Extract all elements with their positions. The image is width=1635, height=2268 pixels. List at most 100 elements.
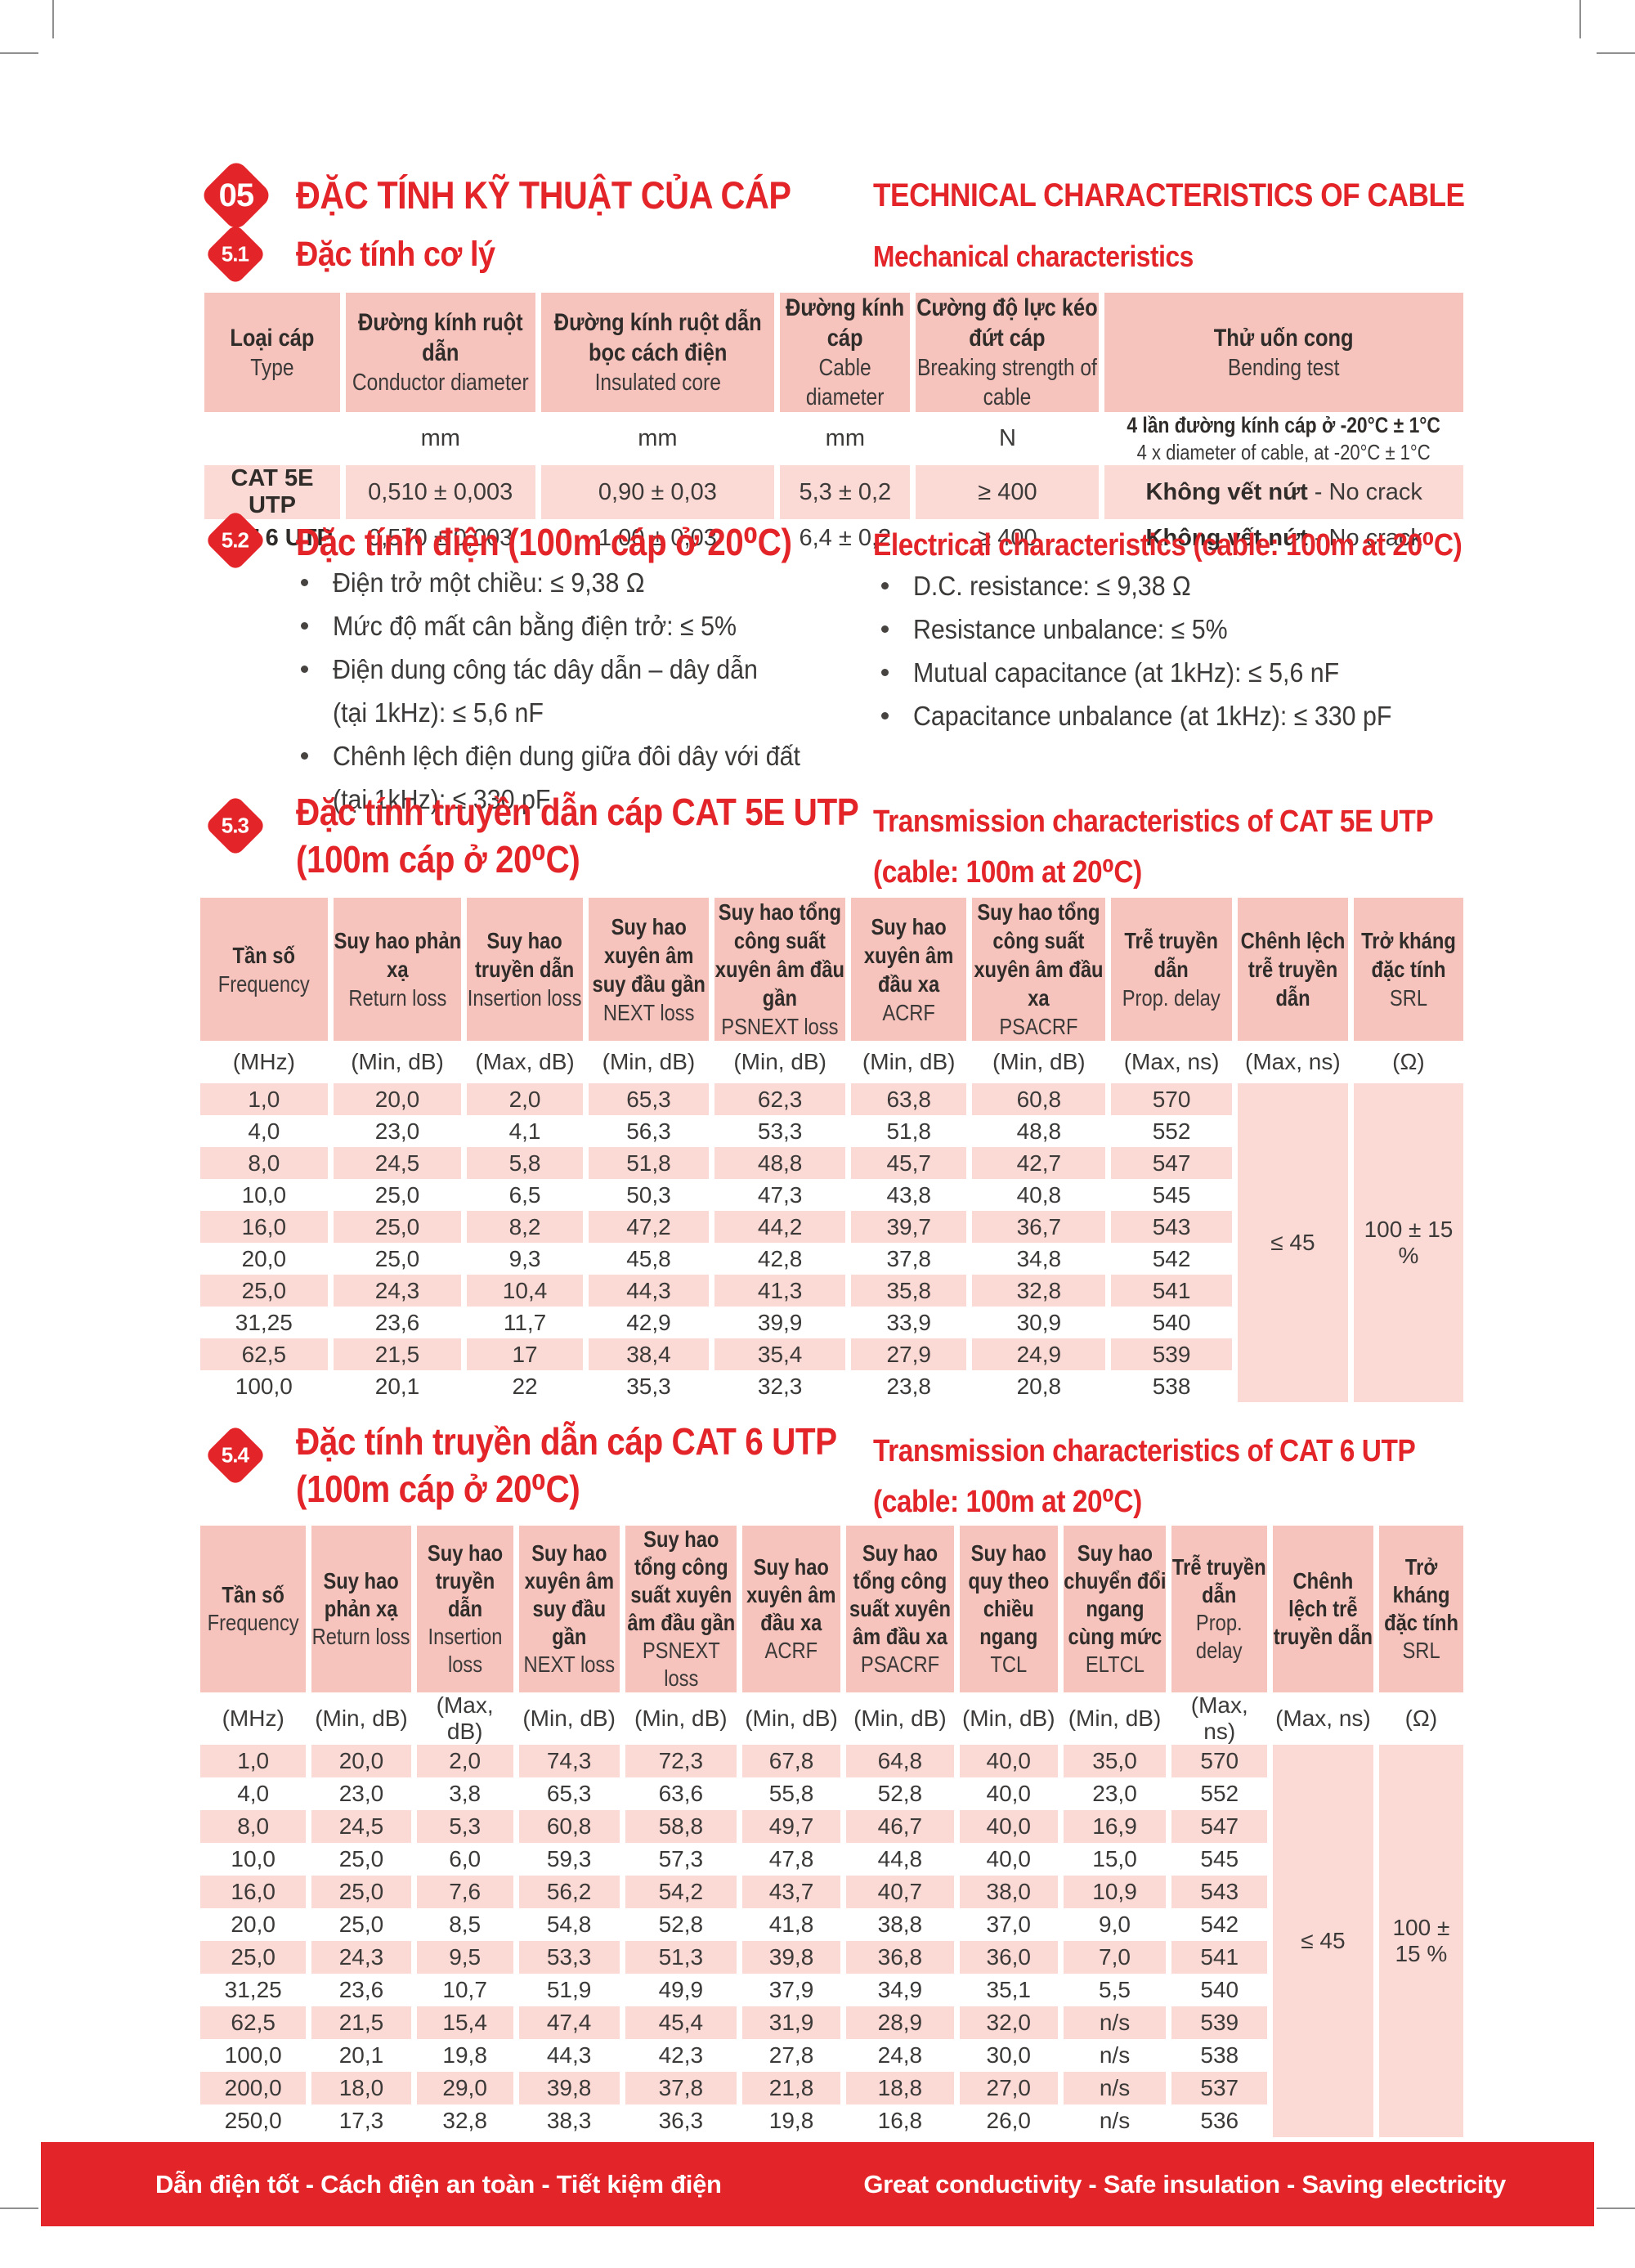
data-row: 1,0 20,0 2,0 65,3 62,3 63,8 60,8 570 ≤ 45 100 ± 1… [200, 1083, 1463, 1402]
column-header-text: Chênh lệch trễ truyền dẫn [1273, 1567, 1373, 1651]
unit-cell: (Max, ns) [1267, 1692, 1377, 1745]
bullet-line: Mức độ mất cân bằng điện trở: ≤ 5% [333, 611, 737, 641]
data-cell: 20,0 [231, 1912, 275, 1937]
column-header-vi: Suy hao truyền dẫn [427, 1540, 503, 1621]
footer-slogan-bar: Dẫn điện tốt - Cách điện an toàn - Tiết … [41, 2142, 1594, 2226]
column-header-en: Cable diameter [806, 355, 885, 410]
bending-result-vi: Không vết nứt [1145, 478, 1308, 505]
column-header-text: Suy hao tổng công suất xuyên âm đầu gần P… [625, 1526, 737, 1692]
data-cell: 3,8 [410, 1777, 517, 1810]
unit-cell: (Min, dB) [582, 1041, 712, 1083]
crop-mark-top-left-v [52, 0, 54, 38]
data-cell: 50,3 [582, 1179, 712, 1211]
data-cell: 36,7 [966, 1211, 1109, 1243]
column-header-en: Return loss [311, 1624, 410, 1649]
table-body: 1,0 20,0 2,0 65,3 62,3 63,8 60,8 570 ≤ 45 100 ± 1… [200, 1083, 1463, 1402]
data-row: 31,25 23,6 10,7 51,9 49,9 37,9 34,9 35,1 5,5 540 [200, 1974, 1463, 2006]
data-cell: 15,0 [1057, 1843, 1169, 1876]
data-cell: 10,0 [241, 1181, 287, 1208]
column-header-vi: Thử uốn cong [1214, 324, 1355, 352]
column-header: Đường kính cáp Cable diameter [774, 293, 913, 412]
data-cell: 27,0 [953, 2072, 1061, 2104]
data-cell: 38,0 [953, 1876, 1061, 1908]
unit-cell: (Max, dB) [410, 1692, 517, 1745]
data-cell: 1,0 [200, 1083, 331, 1115]
column-header-en: Bending test [1228, 354, 1340, 381]
column-header-vi: Tần số [222, 1582, 284, 1607]
data-cell: 48,8 [966, 1115, 1109, 1147]
column-header-text: Suy hao xuyên âm đầu xa ACRF [851, 912, 966, 1027]
data-cell: 54,8 [513, 1908, 622, 1941]
data-row: 100,0 20,1 22 35,3 32,3 23,8 20,8 538 [200, 1370, 1463, 1402]
column-header-vi: Suy hao chuyển đổi ngang cùng mức [1063, 1540, 1167, 1649]
column-header-en: TCL [990, 1652, 1028, 1677]
data-cell: 4,1 [461, 1115, 586, 1147]
data-row: 4,0 23,0 4,1 56,3 53,3 51,8 48,8 552 [200, 1115, 1463, 1147]
data-cell: 10,7 [410, 1974, 517, 2006]
bullet-line: (tại 1kHz): ≤ 330 pF [333, 784, 551, 814]
page-title-vi: ĐẶC TÍNH KỸ THUẬT CỦA CÁP [296, 173, 791, 217]
data-cell: 541 [1166, 1941, 1270, 1974]
cat6-table: Tần số Frequency Suy hao phản xạ Return los… [200, 1526, 1463, 2137]
column-header-en: Insulated core [594, 370, 721, 396]
data-cell: 45,7 [845, 1147, 970, 1179]
data-row: 20,0 25,0 9,3 45,8 42,8 37,8 34,8 542 [200, 1243, 1463, 1275]
data-cell: 74,3 [513, 1745, 622, 1777]
column-header-text: Trễ truyền dẫn Prop. delay [1111, 926, 1231, 1012]
data-row: 62,5 21,5 17 38,4 35,4 27,9 24,9 539 [200, 1338, 1463, 1370]
bending-result-cell: Không vết nứt - No crack [1099, 519, 1463, 557]
bullet-text: Mutual capacitance (at 1kHz): ≤ 5,6 nF [913, 651, 1339, 694]
column-header-vi: Suy hao phản xạ [323, 1568, 400, 1621]
data-cell: 6,4 ± 0,2 [774, 519, 913, 557]
unit-cell: (Min, dB) [709, 1041, 849, 1083]
bullet-dot-icon [301, 622, 308, 630]
data-cell: 35,8 [845, 1275, 970, 1307]
column-header-text: Trở kháng đặc tính SRL [1379, 1553, 1463, 1665]
data-cell: 65,3 [582, 1083, 712, 1115]
section-5-3-title-en-line2: (cable: 100m at 20⁰C) [873, 855, 1142, 890]
column-header-en: PSACRF [860, 1652, 939, 1677]
section-5-3-title-vi-line1: Đặc tính truyền dẫn cáp CAT 5E UTP [296, 791, 859, 833]
bullet-dot-icon [881, 582, 889, 589]
data-cell: 547 [1166, 1810, 1270, 1843]
column-header-en: ACRF [764, 1638, 818, 1663]
data-cell: 34,8 [966, 1243, 1109, 1275]
column-header-en: Frequency [217, 970, 310, 997]
column-header-vi: Trở kháng đặc tính [1361, 928, 1456, 982]
units-row: (MHz) (Min, dB) (Max, dB) (Min, dB) (Min, dB… [200, 1692, 1463, 1745]
data-row: 250,0 17,3 32,8 38,3 36,3 19,8 16,8 26,0 n/s 536 [200, 2104, 1463, 2137]
column-header: Trở kháng đặc tính SRL [1373, 1526, 1463, 1692]
data-cell: 250,0 [224, 2108, 282, 2133]
data-cell: 16,0 [200, 1211, 331, 1243]
data-cell: 49,7 [737, 1810, 844, 1843]
data-cell: 30,9 [966, 1307, 1109, 1338]
column-header: Trễ truyền dẫn Prop. delay [1105, 898, 1235, 1041]
data-cell: 11,7 [461, 1307, 586, 1338]
column-header-vi: Chênh lệch trễ truyền dẫn [1273, 1568, 1373, 1649]
data-cell: 25,0 [306, 1876, 414, 1908]
page-title-en: TECHNICAL CHARACTERISTICS OF CABLE [873, 177, 1465, 213]
column-header-vi: Trễ truyền dẫn [1172, 1554, 1267, 1607]
bullet-item: Chênh lệch điện dung giữa đôi dây với đấ… [301, 734, 889, 821]
data-cell: 37,8 [845, 1243, 970, 1275]
data-cell: 23,6 [327, 1307, 464, 1338]
data-cell: 40,0 [953, 1843, 1061, 1876]
data-row: 10,0 25,0 6,0 59,3 57,3 47,8 44,8 40,0 15,0 545 [200, 1843, 1463, 1876]
data-cell: 43,8 [845, 1179, 970, 1211]
data-row: 8,0 24,5 5,8 51,8 48,8 45,7 42,7 547 [200, 1147, 1463, 1179]
column-header-text: Tần số Frequency [200, 941, 328, 998]
bullet-text: Điện dung công tác dây dẫn – dây dẫn (tại… [333, 648, 758, 734]
data-cell: 545 [1166, 1843, 1270, 1876]
data-cell: 58,8 [619, 1810, 740, 1843]
data-cell: 26,0 [953, 2104, 1061, 2137]
bullet-dot-icon [301, 666, 308, 673]
data-cell: 8,0 [200, 1147, 331, 1179]
unit-cell: mm [339, 412, 539, 465]
column-header-text: Loại cáp Type [204, 323, 340, 383]
data-cell: 0,510 ± 0,003 [339, 465, 539, 519]
data-cell: 9,5 [410, 1941, 517, 1974]
data-cell: 1,0 [200, 1745, 309, 1777]
table-body: 1,0 20,0 2,0 74,3 72,3 67,8 64,8 40,0 35,0 570 ≤ 4… [200, 1745, 1463, 2137]
data-cell: n/s [1057, 2039, 1169, 2072]
section-5-4-title-en: Transmission characteristics of CAT 6 UT… [873, 1426, 1489, 1527]
